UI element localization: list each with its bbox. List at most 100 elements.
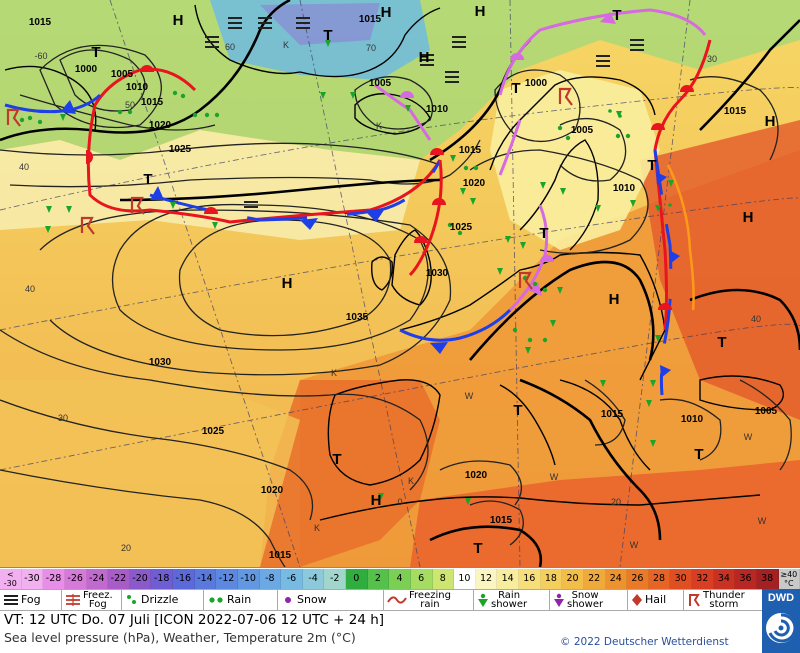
isotherm-label: 20: [611, 497, 621, 507]
legend-freezing-rain: Freezing rain: [384, 590, 474, 610]
coast-iceland: [354, 93, 431, 135]
legend-hail: Hail: [628, 590, 684, 610]
coast-iberia: [327, 379, 441, 486]
coast-sweden: [519, 139, 599, 251]
rain-icon: [209, 597, 223, 603]
coast-italy: [499, 384, 556, 466]
coast-greenland: [194, 4, 441, 78]
legend-hail-label: Hail: [645, 593, 667, 606]
scale-swatch: -30: [21, 569, 44, 589]
scale-swatch: 24: [605, 569, 628, 589]
air-mass-label: K: [376, 121, 382, 131]
isobar-label: 1005: [755, 406, 778, 417]
valid-time: VT: 12 UTC Do. 07 Juli [ICON 2022-07-06 …: [4, 612, 385, 628]
scale-swatch: -14: [194, 569, 217, 589]
high-pressure-label: H: [609, 291, 620, 308]
scale-swatch: -2: [324, 569, 346, 589]
legend-rain-shower: Rain shower: [474, 590, 550, 610]
legend-drizzle-label: Drizzle: [141, 593, 179, 606]
isobar-label: 1020: [149, 120, 172, 131]
scale-swatch: 10: [454, 569, 476, 589]
isobar-label: 1015: [141, 97, 164, 108]
cold-front-channel: [399, 308, 512, 342]
low-pressure-label: T: [612, 7, 621, 24]
scale-swatch: 32: [692, 569, 714, 589]
low-pressure-label: T: [332, 451, 341, 468]
rain-dots: [19, 90, 631, 343]
fog-symbols: [205, 17, 644, 208]
isobar-label: 1010: [613, 183, 636, 194]
isotherm-label: 0: [397, 497, 402, 507]
trough-line: [666, 164, 695, 311]
snow-icon: [285, 597, 291, 603]
low-pressure-label: T: [511, 80, 520, 97]
copyright: © 2022 Deutscher Wetterdienst: [560, 636, 729, 648]
legend-fog: Fog: [0, 590, 62, 610]
scale-swatch: -12: [216, 569, 238, 589]
hail-icon: [632, 594, 642, 606]
isobar-label: 1015: [459, 145, 482, 156]
scale-swatch: -4: [302, 569, 325, 589]
pressure-labels: 1015 1015 1000 1005 1010 1015 1020 1025 1005 1010…: [29, 14, 778, 561]
dwd-logo-text: DWD: [767, 592, 795, 604]
scale-swatch: -18: [151, 569, 173, 589]
cold-front-atlantic: [149, 159, 442, 222]
scale-swatch: 2: [367, 569, 390, 589]
isobar-label: 1015: [724, 106, 747, 117]
isobar-label: 1005: [111, 69, 134, 80]
scale-swatch: 6: [410, 569, 433, 589]
scale-swatch: -20: [129, 569, 152, 589]
scale-swatch: 14: [497, 569, 519, 589]
air-mass-label: K: [314, 523, 320, 533]
low-pressure-label: T: [647, 157, 656, 174]
scale-swatch: 16: [519, 569, 541, 589]
air-mass-label: W: [630, 540, 639, 550]
scale-swatch: 18: [540, 569, 563, 589]
low-pressure-label: T: [513, 402, 522, 419]
isotherm-label: 30: [58, 413, 68, 423]
high-pressure-label: H: [765, 113, 776, 130]
air-mass-label: W: [465, 391, 474, 401]
high-pressure-label: H: [371, 492, 382, 509]
scale-swatch: -24: [86, 569, 109, 589]
isotherm-label: 40: [751, 314, 761, 324]
coast-africa: [319, 494, 761, 521]
warm-front-atlantic: [86, 67, 442, 224]
hot-africa-area: [410, 460, 800, 567]
low-pressure-label: T: [91, 44, 100, 61]
legend-freezing-rain-label: Freezing rain: [409, 590, 451, 610]
scale-swatch: 36: [735, 569, 757, 589]
legend-snow-shower-label: Snow shower: [567, 590, 604, 610]
isotherm-label: 30: [707, 54, 717, 64]
air-mass-label: K: [331, 368, 337, 378]
isobar-label: 1025: [169, 144, 192, 155]
scale-swatch: ≥40 °C: [778, 569, 800, 589]
isotherm-label: 70: [366, 43, 376, 53]
thunderstorm-icon: [689, 594, 700, 607]
isobar-label: 1025: [450, 222, 473, 233]
freezing-fog-icon: [66, 594, 80, 606]
coast-balkans: [559, 379, 651, 471]
isobar-label: 1020: [463, 178, 486, 189]
scale-swatch: 4: [389, 569, 411, 589]
scale-swatch: 22: [583, 569, 606, 589]
isobar-label: 1010: [126, 82, 149, 93]
isobars: [0, 44, 792, 567]
scale-swatch: 12: [475, 569, 498, 589]
greenland-frost-area: [260, 3, 380, 45]
high-pressure-label: H: [419, 49, 430, 66]
legend-freezing-fog: Freez. Fog: [62, 590, 122, 610]
scale-swatch: -6: [281, 569, 303, 589]
isobar-label: 1020: [261, 485, 284, 496]
isobar-label: 1015: [29, 17, 52, 28]
front-symbols: [60, 12, 694, 378]
legend-rain-shower-label: Rain shower: [491, 590, 528, 610]
isobar-label: 1005: [571, 125, 594, 136]
occluded-front-scandinavia: [498, 119, 522, 176]
rain-shower-triangles: [45, 40, 674, 505]
temperature-scale: < -30 -30 -28 -26 -24 -22 -20 -18 -16 -14 -12 -10 -8…: [0, 567, 800, 590]
isobar-label: 1030: [149, 357, 172, 368]
high-pressure-label: H: [173, 12, 184, 29]
scale-swatch: 20: [562, 569, 584, 589]
